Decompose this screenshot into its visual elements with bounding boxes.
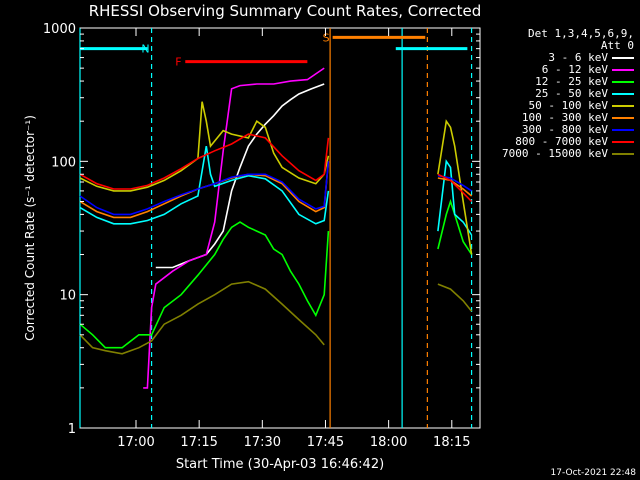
legend-swatch [612,117,634,119]
y-axis-label: Corrected Count Rate (s⁻¹ detector⁻¹) [23,115,37,341]
legend-entry: 6 - 12 keV [484,64,634,76]
series-line-7000-15000-kev [437,283,473,312]
series-line-12-25-kev [79,221,330,349]
series-line-12-25-kev [437,198,473,255]
legend-swatch [612,129,634,131]
flag-bars: N F S [80,31,468,69]
legend-entry: 100 - 300 keV [484,112,634,124]
legend-header-line-2: Att 0 [600,39,634,52]
series-line-100-300-kev [437,177,473,197]
x-tick-label: 17:00 [117,435,154,450]
legend-entry-label: 3 - 6 keV [548,51,608,64]
legend-header-line-1: Det 1,3,4,5,6,9, [528,27,634,40]
legend-swatch [612,57,634,59]
series-line-25-50-kev [437,159,473,236]
axis-ticks: 17:00 17:15 17:30 17:45 18:00 18:15 1 10 100 1000… [23,22,480,472]
series-line-800-7000-kev [437,173,473,203]
series-line-800-7000-kev [79,133,330,190]
legend-entry-label: 300 - 800 keV [521,123,608,136]
x-tick-label: 17:15 [180,435,217,450]
legend-swatch [612,153,634,155]
legend-entry-label: 800 - 7000 keV [515,135,608,148]
x-axis-label: Start Time (30-Apr-03 16:46:42) [176,457,384,472]
legend-swatch [612,105,634,107]
series-line-50-100-kev [437,119,473,255]
legend: Det 1,3,4,5,6,9, Att 0 3 - 6 keV 6 - 12 k… [484,28,634,160]
timestamp: 17-Oct-2021 22:48 [550,468,636,478]
x-tick-label: 18:00 [370,435,407,450]
y-tick-label: 10 [59,289,76,304]
series-line-300-800-kev [79,161,330,216]
legend-entry: 300 - 800 keV [484,124,634,136]
legend-entry: 12 - 25 keV [484,76,634,88]
legend-rows: 3 - 6 keV 6 - 12 keV 12 - 25 keV 25 - 50 ke… [484,52,634,160]
boundary-lines [79,28,473,428]
legend-swatch [612,93,634,95]
legend-entry: 800 - 7000 keV [484,136,634,148]
legend-swatch [612,81,634,83]
series-line-6-12-kev [143,67,325,389]
flag-label-F: F [175,56,181,69]
plot-frame [79,27,481,429]
y-tick-label: 1000 [43,22,76,37]
y-tick-label: 100 [51,155,76,170]
legend-entry-label: 100 - 300 keV [521,111,608,124]
series-line-50-100-kev [79,101,330,192]
flag-label-S: S [323,31,330,44]
chart-title: RHESSI Observing Summary Count Rates, Co… [88,2,482,20]
legend-entry: 50 - 100 keV [484,100,634,112]
legend-entry-label: 7000 - 15000 keV [502,147,608,160]
legend-entry-label: 25 - 50 keV [535,87,608,100]
legend-entry: 25 - 50 keV [484,88,634,100]
series-line-7000-15000-kev [79,280,325,355]
x-tick-label: 17:45 [307,435,344,450]
legend-entry-label: 12 - 25 keV [535,75,608,88]
legend-entry-label: 6 - 12 keV [541,63,608,76]
x-tick-label: 17:30 [244,435,281,450]
flag-label-N: N [141,43,149,56]
plot-border [79,27,481,429]
x-tick-label: 18:15 [433,435,470,450]
legend-entry: 7000 - 15000 keV [484,148,634,160]
y-tick-label: 1 [68,422,76,437]
legend-entry-label: 50 - 100 keV [528,99,608,112]
legend-swatch [612,141,634,143]
legend-swatch [612,69,634,71]
series-line-25-50-kev [79,145,330,225]
legend-entry: 3 - 6 keV [484,52,634,64]
series-lines [79,67,473,389]
